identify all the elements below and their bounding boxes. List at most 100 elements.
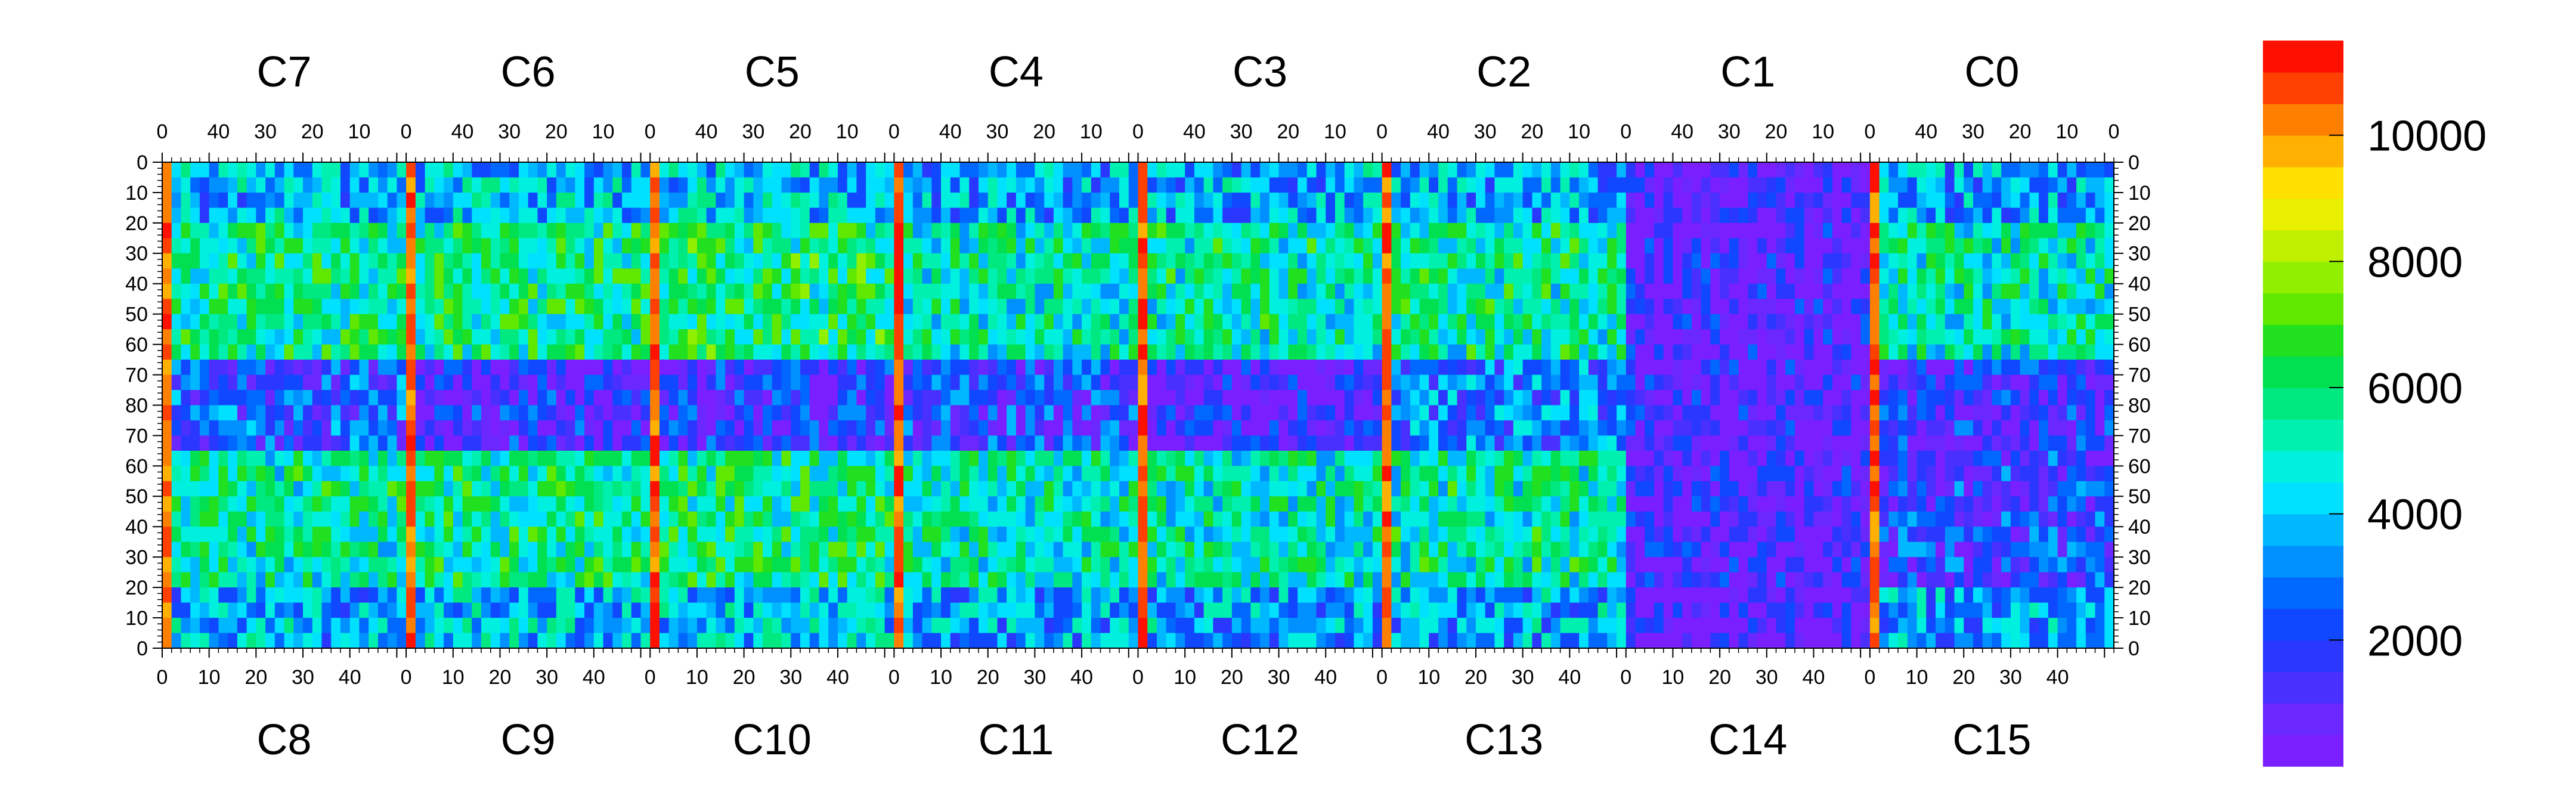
heat-cell [734,314,745,330]
heat-cell [875,435,886,451]
heat-cell [912,192,923,209]
heat-cell [979,162,989,178]
heat-cell [791,360,801,376]
heat-cell [706,329,716,345]
heat-cell [1419,466,1429,482]
heat-cell [650,511,660,527]
heat-cell [199,466,210,482]
heat-cell [1035,618,1045,634]
heat-cell [1391,602,1401,618]
heat-cell [1588,420,1599,436]
heat-cell [941,344,951,360]
heat-cell [650,208,660,224]
heat-cell [1278,541,1289,558]
heat-cell [1250,162,1261,178]
heat-cell [340,496,351,512]
heat-cell [537,420,547,436]
heat-cell [303,420,313,436]
heat-cell [922,162,932,178]
heat-cell [575,268,585,284]
heat-cell [349,192,360,209]
heat-cell [1203,329,1213,345]
heat-cell [1138,253,1148,269]
heat-cell [565,208,575,224]
heat-cell [190,162,200,178]
heat-cell [837,177,848,193]
heat-cell [1485,435,1496,451]
heat-cell [678,329,688,345]
heat-cell [228,238,238,254]
heat-cell [931,177,942,193]
heat-cell [547,602,557,618]
heat-cell [772,481,782,497]
heat-cell [997,450,1007,466]
heat-cell [171,541,182,558]
heat-cell [1344,192,1355,209]
heat-cell [1475,541,1486,558]
heat-cell [622,481,632,497]
heat-cell [1175,192,1185,209]
heat-cell [1213,299,1223,315]
heat-cell [640,177,651,193]
heat-cell [1025,511,1036,527]
heat-cell [950,177,961,193]
heat-cell [556,405,566,421]
heat-cell [377,541,388,558]
heat-cell [293,496,304,512]
heat-cell [1278,511,1289,527]
heat-cell [1466,420,1476,436]
heat-cell [922,496,932,512]
heat-cell [1494,450,1504,466]
heat-cell [1288,511,1298,527]
heat-cell [979,450,989,466]
heat-cell [866,435,876,451]
heat-cell [903,496,914,512]
heat-cell [1475,162,1486,178]
heat-cell [950,618,961,634]
heat-cell [1213,374,1223,391]
heat-cell [1091,299,1101,315]
heat-cell [1110,344,1120,360]
heat-cell [1569,360,1580,376]
heat-cell [716,633,726,649]
heat-cell [959,208,970,224]
heat-cell [941,587,951,603]
heat-cell [1072,162,1082,178]
heat-cell [472,466,482,482]
heat-cell [1597,374,1608,391]
heat-cell [1128,602,1139,618]
heat-cell [190,192,200,209]
heat-cell [659,587,670,603]
heat-cell [763,360,773,376]
heat-cell [725,587,735,603]
heat-cell [1110,496,1120,512]
heat-cell [875,238,886,254]
heat-cell [622,268,632,284]
heat-cell [556,344,566,360]
heat-cell [828,633,838,649]
heat-cell [359,360,369,376]
heat-cell [1326,238,1336,254]
heat-cell [612,481,623,497]
heat-cell [1119,435,1129,451]
heat-cell [453,283,463,299]
heat-cell [800,344,810,360]
heat-cell [453,208,463,224]
heat-cell [1222,496,1233,512]
heat-cell [1194,405,1205,421]
heat-cell [237,557,247,573]
heat-cell [622,527,632,543]
heat-cell [959,162,970,178]
heat-cell [256,177,266,193]
heat-cell [1550,329,1561,345]
heat-cell [1617,496,1627,512]
heat-cell [509,496,519,512]
heat-cell [1579,633,1589,649]
heat-cell [1569,268,1580,284]
heat-cell [303,541,313,558]
heat-cell [1494,299,1504,315]
heat-cell [622,360,632,376]
heat-cell [1504,192,1514,209]
heat-cell [406,162,416,178]
heat-cell [518,618,529,634]
